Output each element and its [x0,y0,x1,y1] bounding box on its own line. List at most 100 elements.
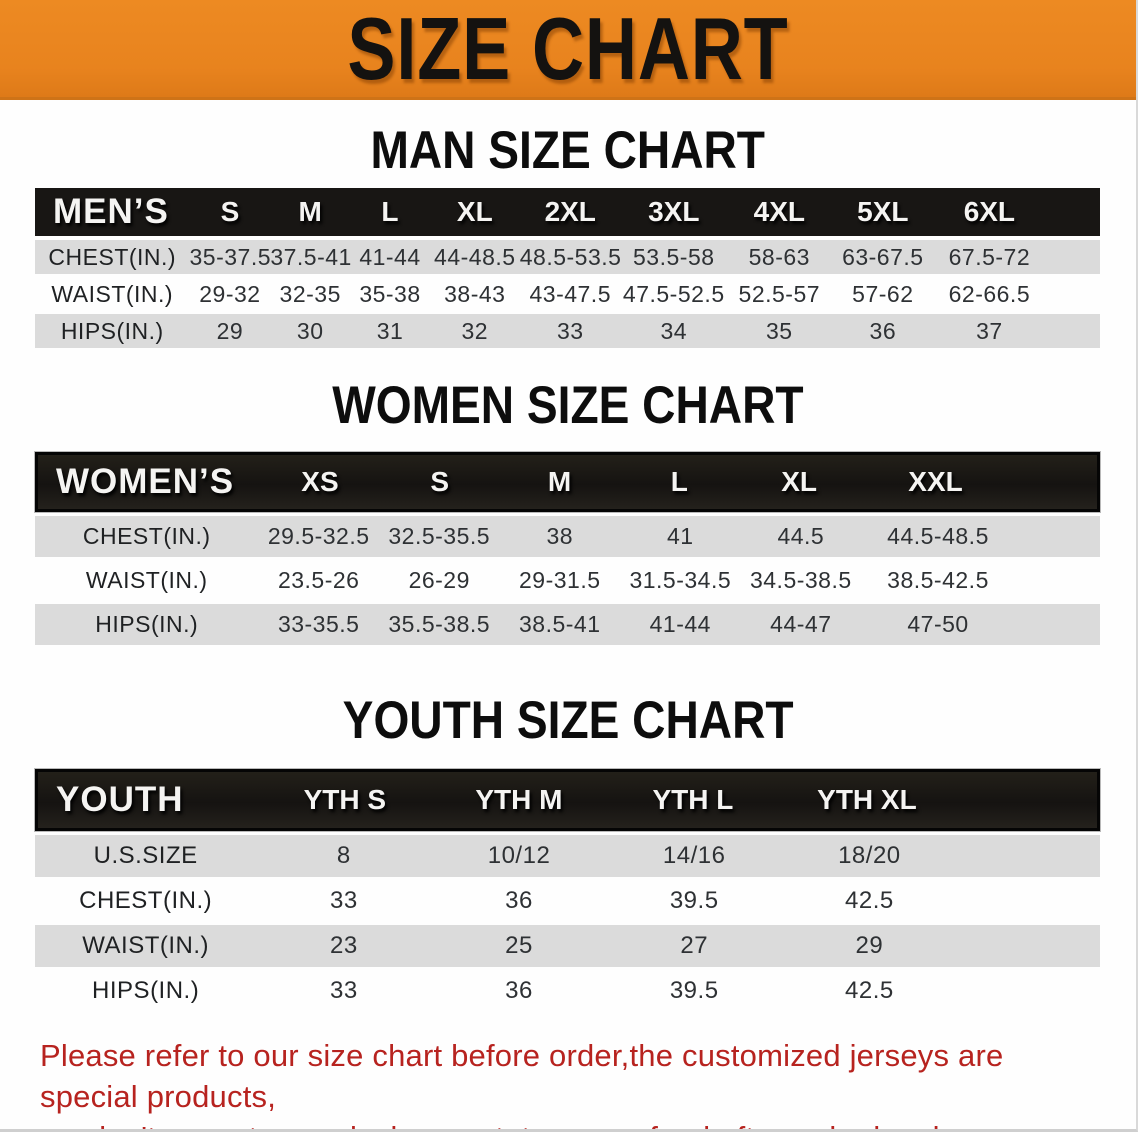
women-size-col-l: L [670,466,688,497]
cell-value: 37.5-41 [270,243,352,270]
man-size-chart-title-text: MAN SIZE CHART [370,121,766,180]
women-size-chart-title: WOMEN SIZE CHART [0,379,1136,432]
cell-value: 36 [505,887,533,914]
women-size-col-xs: XS [301,466,339,497]
cell-value: 48.5-53.5 [519,243,622,270]
men-size-col-6xl: 6XL [963,196,1016,227]
cell-value: 53.5-58 [633,243,715,270]
cell-value: 32-35 [279,280,341,307]
cell-value: 23.5-26 [277,567,360,593]
row-label: CHEST(IN.) [79,887,213,914]
cell-value: 35.5-38.5 [388,611,491,637]
cell-value: 41-44 [649,611,711,637]
row-label: HIPS(IN.) [60,317,164,344]
banner-title: SIZE CHART [347,0,789,98]
cell-value: 44-48.5 [434,243,516,270]
youth-size-col-xl: YTH XL [817,784,917,815]
row-label: HIPS(IN.) [92,977,200,1004]
cell-value: 29-32 [199,280,261,307]
cell-value: 27 [680,932,709,959]
cell-value: 29 [216,317,244,344]
row-label: WAIST(IN.) [51,280,174,307]
cell-value: 41 [667,523,694,549]
cell-value: 31.5-34.5 [629,567,732,593]
men-size-col-5xl: 5XL [857,196,909,227]
cell-value: 23 [330,932,358,959]
row-label: CHEST(IN.) [82,523,211,549]
youth-waist-row: WAIST(IN.) 23 25 27 29 [35,925,1100,967]
youth-size-col-m: YTH M [475,784,563,815]
cell-value: 32 [461,317,489,344]
cell-value: 34 [660,317,688,344]
cell-value: 44-47 [770,611,832,637]
size-chart-banner: SIZE CHART [0,0,1136,100]
disclaimer-text: Please refer to our size chart before or… [40,1035,1106,1129]
disclaimer-line-2: we don't accept cancel, change, teturn o… [40,1117,1106,1129]
youth-header-row: YOUTH YTH S YTH M YTH L YTH XL [35,769,1100,831]
women-waist-row: WAIST(IN.) 23.5-26 26-29 29-31.5 31.5-34… [35,560,1100,601]
cell-value: 43-47.5 [529,280,611,307]
cell-value: 47.5-52.5 [622,280,725,307]
women-header-label: WOMEN’S [56,462,235,501]
cell-value: 37 [976,317,1003,344]
youth-hips-row: HIPS(IN.) 33 36 39.5 42.5 [35,970,1100,1012]
youth-size-col-s: YTH S [303,784,387,815]
women-size-table: WOMEN’S XS S M L XL XXL CHEST(IN.) 29.5-… [35,452,1100,645]
cell-value: 18/20 [838,842,901,869]
men-size-col-s: S [220,196,240,227]
youth-header-label: YOUTH [56,780,184,819]
men-size-table: MEN’S S M L XL 2XL 3XL 4XL 5XL 6XL CHEST… [35,188,1100,348]
men-waist-row: WAIST(IN.) 29-32 32-35 35-38 38-43 43-47… [35,277,1100,311]
youth-size-chart-title: YOUTH SIZE CHART [0,694,1136,747]
cell-value: 63-67.5 [842,243,924,270]
cell-value: 67.5-72 [948,243,1031,270]
cell-value: 30 [296,317,324,344]
cell-value: 47-50 [907,611,969,637]
men-hips-row: HIPS(IN.) 29 30 31 32 33 34 35 36 37 [35,314,1100,348]
cell-value: 44.5 [777,523,825,549]
cell-value: 35-38 [359,280,421,307]
youth-size-col-l: YTH L [652,784,734,815]
cell-value: 38.5-41 [519,611,601,637]
cell-value: 39.5 [669,887,719,914]
men-header-row: MEN’S S M L XL 2XL 3XL 4XL 5XL 6XL [35,188,1100,236]
men-size-col-2xl: 2XL [544,196,596,227]
cell-value: 32.5-35.5 [388,523,491,549]
row-label: HIPS(IN.) [95,611,199,637]
cell-value: 58-63 [748,243,810,270]
cell-value: 35 [766,317,793,344]
youth-size-table: YOUTH YTH S YTH M YTH L YTH XL U.S.SIZE … [35,769,1100,1012]
youth-ussize-row: U.S.SIZE 8 10/12 14/16 18/20 [35,835,1100,877]
cell-value: 35-37.5 [189,243,272,270]
youth-chest-row: CHEST(IN.) 33 36 39.5 42.5 [35,880,1100,922]
cell-value: 62-66.5 [948,280,1031,307]
cell-value: 10/12 [487,842,551,869]
cell-value: 38 [546,523,574,549]
cell-value: 38.5-42.5 [887,567,989,593]
women-size-col-xxl: XXL [908,466,963,497]
cell-value: 8 [336,842,351,869]
row-label: CHEST(IN.) [48,243,177,270]
cell-value: 36 [869,317,897,344]
cell-value: 36 [505,977,533,1004]
row-label: WAIST(IN.) [85,567,208,593]
man-size-chart-title: MAN SIZE CHART [0,121,1136,180]
men-header-label: MEN’S [53,192,169,231]
cell-value: 34.5-38.5 [749,567,852,593]
cell-value: 33-35.5 [277,611,360,637]
women-size-col-s: S [430,466,450,497]
men-size-col-m: M [298,196,322,227]
cell-value: 44.5-48.5 [887,523,989,549]
cell-value: 33 [330,977,358,1004]
cell-value: 41-44 [359,243,421,270]
cell-value: 52.5-57 [738,280,821,307]
women-size-col-xl: XL [781,466,818,497]
cell-value: 14/16 [662,842,726,869]
women-header-row: WOMEN’S XS S M L XL XXL [35,452,1100,512]
women-chest-row: CHEST(IN.) 29.5-32.5 32.5-35.5 38 41 44.… [35,516,1100,557]
men-size-col-3xl: 3XL [648,196,700,227]
cell-value: 31 [376,317,404,344]
cell-value: 29.5-32.5 [267,523,370,549]
cell-value: 42.5 [845,977,894,1004]
